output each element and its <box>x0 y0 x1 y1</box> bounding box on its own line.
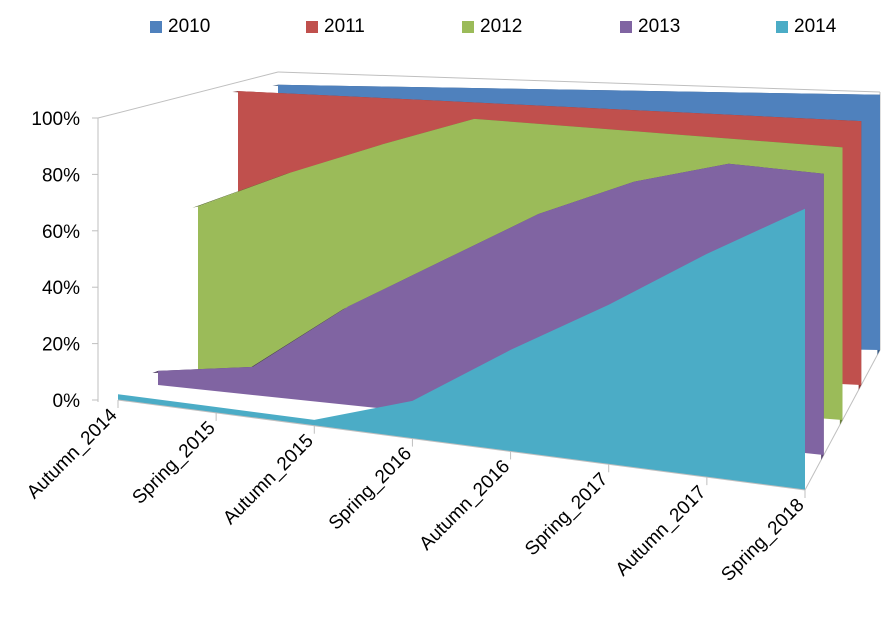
legend-label: 2010 <box>168 16 211 37</box>
category-label: Spring_2017 <box>521 469 612 560</box>
wall-top-edge <box>97 71 279 119</box>
value-tick-label: 60% <box>42 222 80 243</box>
legend-swatch <box>150 21 162 33</box>
category-axis-line <box>117 399 806 491</box>
legend-swatch <box>462 21 474 33</box>
category-label: Autumn_2015 <box>219 430 318 529</box>
legend-label: 2011 <box>324 16 365 37</box>
legend-swatch <box>306 21 318 33</box>
legend-swatch <box>620 21 632 33</box>
series-layer <box>118 84 880 490</box>
value-tick-label: 0% <box>53 391 81 412</box>
legend-item-2011: 2011 <box>306 16 365 38</box>
value-axis: 0% 20% 40% 60% 80% 100% <box>31 109 99 412</box>
wall-back-edge <box>277 71 881 93</box>
legend-item-2013: 2013 <box>620 16 680 38</box>
series-2014 <box>118 208 805 490</box>
value-tick-label: 20% <box>42 335 80 356</box>
category-label: Spring_2018 <box>717 495 808 586</box>
value-tick-label: 40% <box>42 278 80 299</box>
legend-label: 2013 <box>638 16 681 37</box>
category-label: Autumn_2017 <box>612 482 711 581</box>
category-label: Autumn_2016 <box>416 456 515 555</box>
value-tick-label: 100% <box>31 109 80 130</box>
series-2014-area <box>118 208 805 490</box>
legend-item-2014: 2014 <box>776 16 836 38</box>
legend-label: 2012 <box>480 16 523 37</box>
legend-swatch <box>776 21 788 33</box>
legend-item-2012: 2012 <box>462 16 522 38</box>
category-label: Spring_2016 <box>325 443 416 534</box>
category-label: Autumn_2014 <box>23 404 122 503</box>
legend-label: 2014 <box>794 16 837 37</box>
value-tick-label: 80% <box>42 165 80 186</box>
category-label: Spring_2015 <box>129 418 220 509</box>
legend: 2010 2011 2012 2013 2014 <box>0 16 892 42</box>
category-axis <box>117 399 806 498</box>
legend-item-2010: 2010 <box>150 16 210 38</box>
